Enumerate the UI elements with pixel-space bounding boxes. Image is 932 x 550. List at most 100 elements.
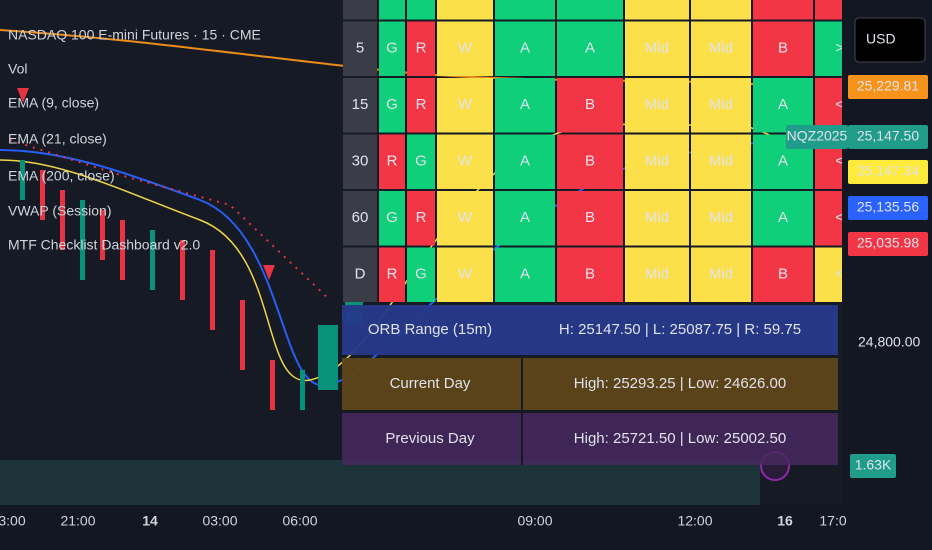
info-row	[342, 358, 838, 410]
dashboard-cell	[691, 247, 751, 302]
info-label: Previous Day	[385, 430, 475, 447]
cell-text: Mid	[645, 265, 669, 282]
cell-text: A	[585, 39, 595, 56]
dashboard-cell	[495, 21, 555, 76]
dashboard-cell	[437, 0, 493, 20]
cell-text: 5	[356, 39, 364, 56]
dashboard-cell	[495, 191, 555, 246]
cell-text: 15	[352, 96, 369, 113]
dashboard-cell	[753, 78, 813, 133]
dashboard-cell	[753, 247, 813, 302]
cell-text: B	[778, 265, 788, 282]
indicator[interactable]: EMA (21, close)	[8, 131, 107, 147]
dashboard-cell	[437, 247, 493, 302]
cell-text: A	[520, 96, 530, 113]
cell-text: R	[387, 265, 398, 282]
dashboard-cell	[379, 134, 405, 189]
time-label: 06:00	[282, 513, 317, 529]
cell-text: B	[585, 152, 595, 169]
dashboard-cell	[625, 247, 689, 302]
dashboard-cell	[557, 247, 623, 302]
cell-text: A	[778, 96, 788, 113]
indicator[interactable]: VWAP (Session)	[8, 203, 111, 219]
dashboard-cell	[753, 21, 813, 76]
dashboard-cell	[495, 134, 555, 189]
cell-text: R	[416, 96, 427, 113]
dashboard-cell	[407, 21, 435, 76]
info-row	[342, 413, 838, 465]
time-label: 3:00	[0, 513, 26, 529]
dashboard-cell	[691, 21, 751, 76]
info-label: ORB Range (15m)	[368, 321, 492, 338]
price-label: 25,147.50	[857, 128, 919, 144]
cell-text: A	[520, 39, 530, 56]
dashboard-cell	[495, 78, 555, 133]
cell-text: W	[458, 265, 473, 282]
cell-text: Mid	[709, 152, 733, 169]
cell-text: G	[415, 265, 427, 282]
dashboard-cell	[625, 0, 689, 20]
currency: USD	[866, 31, 896, 47]
time-label: 12:00	[677, 513, 712, 529]
dashboard-cell	[753, 191, 813, 246]
dashboard-cell	[343, 134, 377, 189]
dashboard-cell	[437, 78, 493, 133]
cell-text: D	[355, 265, 366, 282]
cell-text: A	[520, 209, 530, 226]
time-label: 17:0	[819, 513, 846, 529]
chart-title: NASDAQ 100 E-mini Futures · 15 · CME	[8, 27, 261, 43]
cell-text: W	[458, 209, 473, 226]
cell-text: A	[778, 209, 788, 226]
dashboard-cell	[379, 191, 405, 246]
dashboard-cell	[625, 191, 689, 246]
price-level: 24,800.00	[858, 334, 920, 350]
price-tag	[848, 125, 928, 149]
cell-text: B	[585, 209, 595, 226]
info-value: High: 25721.50 | Low: 25002.50	[574, 430, 786, 447]
time-label: 09:00	[517, 513, 552, 529]
dashboard-cell	[625, 21, 689, 76]
dashboard-cell	[625, 134, 689, 189]
dashboard-cell	[343, 247, 377, 302]
cell-text: Mid	[709, 96, 733, 113]
dashboard-cell	[557, 0, 623, 20]
price-labels: 25,229.81 25,147.50 25,147.34 25,135.56 25,0…	[848, 75, 928, 256]
cell-text: R	[416, 209, 427, 226]
cell-text: Mid	[709, 209, 733, 226]
dashboard-cell	[691, 191, 751, 246]
indicator[interactable]: Vol	[8, 61, 27, 77]
dashboard-cell	[753, 0, 813, 20]
info-table: ORB Range (15m) H: 25147.50 | L: 25087.75…	[342, 305, 838, 465]
cell-text: Mid	[709, 39, 733, 56]
symbol-tag	[786, 125, 848, 149]
info-label: Current Day	[390, 375, 471, 392]
dashboard-cell	[437, 191, 493, 246]
dashboard-cell	[407, 247, 435, 302]
price-tag	[848, 232, 928, 256]
indicator[interactable]: EMA (9, close)	[8, 95, 99, 111]
dashboard-cell	[379, 247, 405, 302]
time-labels: 3:00 21:00 14 03:00 06:00 09:00 12:00 16 17:0	[0, 513, 847, 529]
dashboard-cell	[343, 21, 377, 76]
time-label: 16	[777, 513, 793, 529]
indicator[interactable]: MTF Checklist Dashboard v2.0	[8, 237, 200, 253]
volume: 1.63K	[855, 457, 892, 473]
dashboard-cell	[407, 191, 435, 246]
cell-text: B	[778, 39, 788, 56]
cell-text: B	[585, 265, 595, 282]
indicator[interactable]: EMA (200, close)	[8, 168, 115, 184]
cell-text: W	[458, 152, 473, 169]
cell-text: G	[386, 209, 398, 226]
cell-text: Mid	[645, 152, 669, 169]
dashboard-cell	[379, 78, 405, 133]
cell-text: 30	[352, 152, 369, 169]
dashboard-cell	[557, 78, 623, 133]
cell-text: Mid	[645, 209, 669, 226]
dashboard-cell	[625, 78, 689, 133]
dashboard-cell	[343, 191, 377, 246]
cell-text: Mid	[709, 265, 733, 282]
cell-text: A	[520, 265, 530, 282]
dashboard-cell	[557, 191, 623, 246]
price-tag	[848, 196, 928, 220]
currency-button[interactable]	[854, 17, 926, 63]
